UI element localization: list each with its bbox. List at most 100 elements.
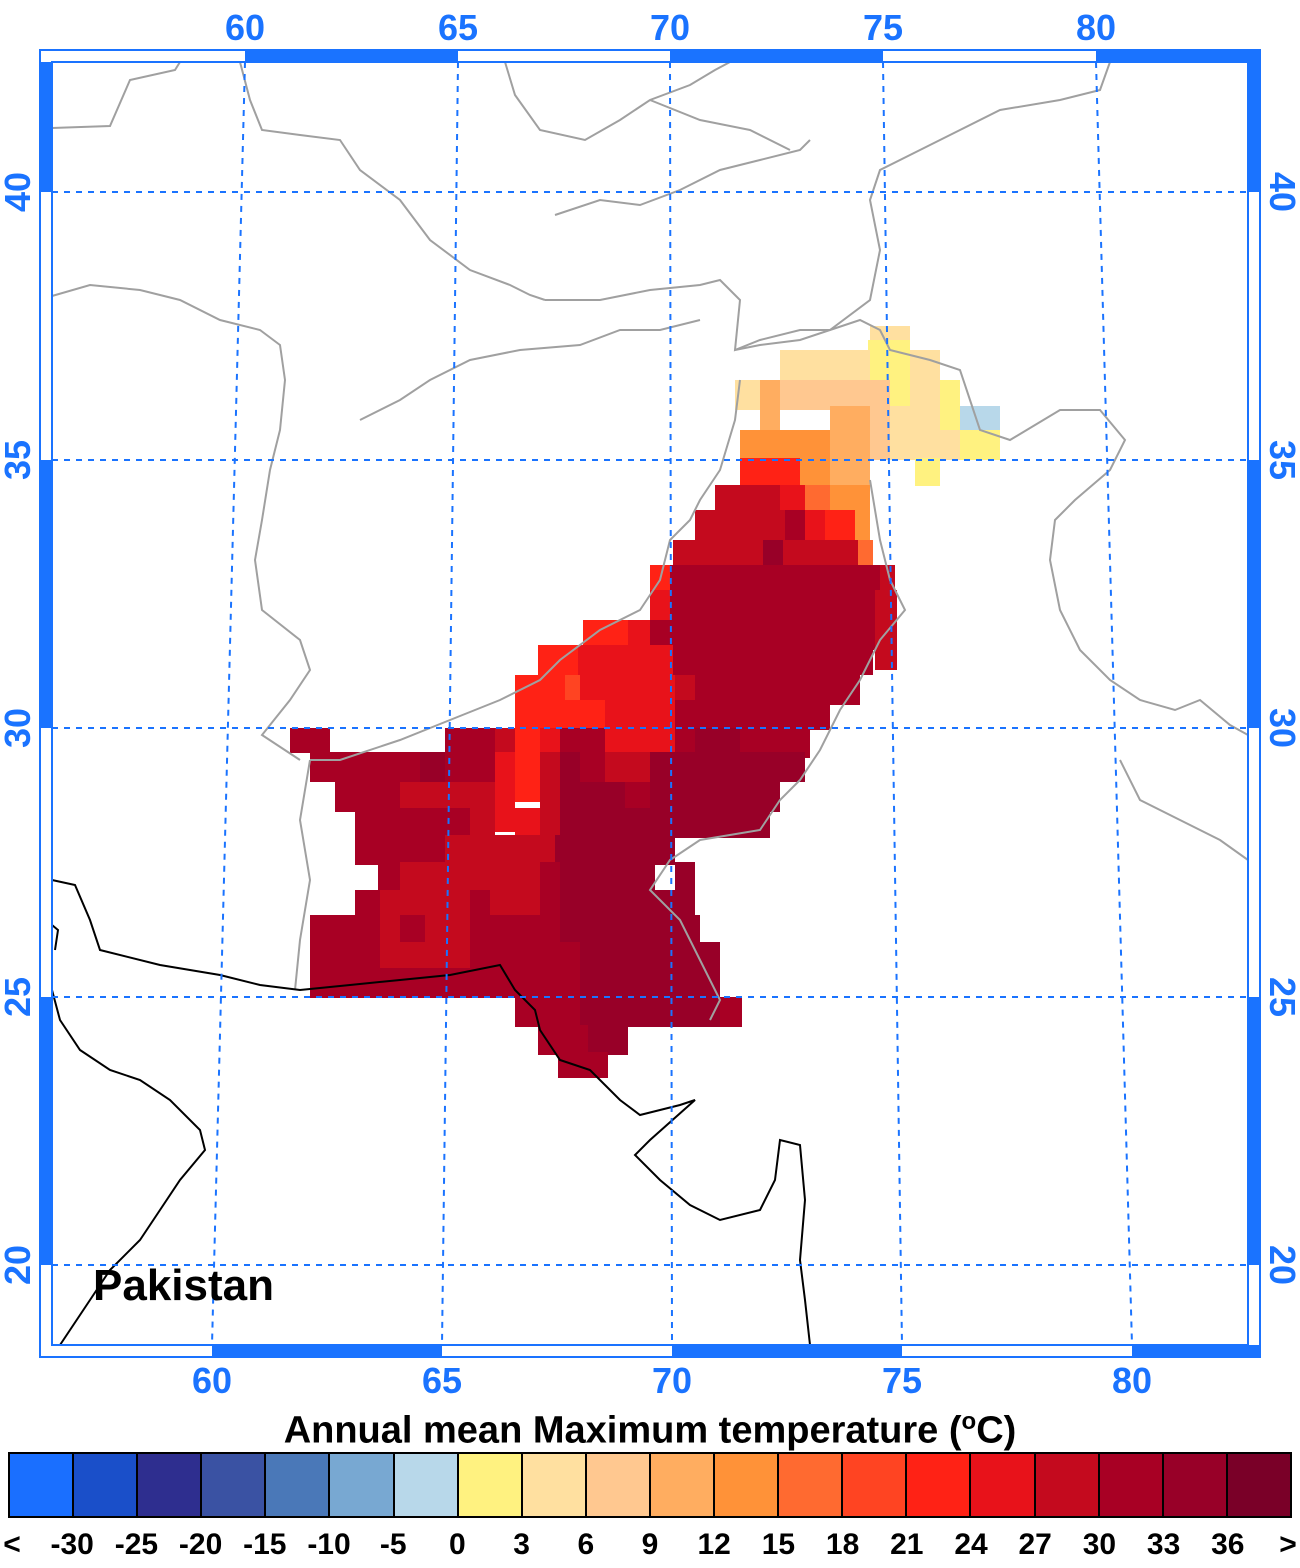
temperature-cell	[675, 700, 790, 730]
right-lat-label: 25	[1262, 977, 1300, 1017]
temperature-cell	[580, 942, 720, 972]
temperature-cell	[675, 862, 695, 892]
temperature-cell	[470, 915, 560, 945]
colorbar-tick-label: 24	[954, 1528, 988, 1561]
temperature-cell	[445, 835, 555, 865]
top-lon-label: 60	[225, 7, 265, 48]
temperature-cell	[558, 1052, 608, 1078]
map-title: Pakistan	[93, 1261, 274, 1310]
temperature-cell	[495, 782, 515, 832]
temperature-cell	[355, 835, 445, 865]
colorbar-swatch	[522, 1454, 587, 1516]
left-lat-label: 20	[0, 1245, 38, 1285]
temperature-cell	[470, 890, 490, 920]
colorbar-tick-label: -20	[178, 1528, 223, 1561]
temperature-cell	[670, 590, 875, 620]
temperature-cell	[310, 968, 470, 998]
temperature-cell	[580, 968, 720, 998]
temperature-cell	[560, 728, 580, 758]
temperature-cell	[628, 620, 653, 645]
temperature-cell	[650, 782, 780, 812]
temperature-cell	[740, 430, 760, 460]
temperature-cell	[890, 380, 910, 410]
temperature-cell	[290, 728, 330, 753]
temperature-cell	[380, 915, 400, 945]
colorbar-swatch	[907, 1454, 972, 1516]
temperature-cell	[858, 540, 873, 570]
colorbar-swatch	[1099, 1454, 1164, 1516]
colorbar-tick-label: 27	[1018, 1528, 1052, 1561]
colorbar-swatch	[330, 1454, 395, 1516]
temperature-cell	[555, 835, 675, 865]
temperature-cell	[875, 590, 897, 620]
temperature-cell	[830, 458, 870, 488]
coastline	[51, 879, 811, 1346]
temperature-cell	[470, 968, 580, 998]
temperature-cell	[515, 752, 540, 802]
temperature-cell	[825, 510, 855, 540]
temperature-cell	[910, 380, 940, 410]
top-lon-label: 70	[650, 7, 690, 48]
temperature-cell	[578, 645, 673, 675]
temperature-cell	[560, 862, 655, 892]
temperature-cell	[580, 752, 605, 782]
colorbar-swatch	[1163, 1454, 1228, 1516]
temperature-cell	[880, 565, 895, 595]
colorbar	[8, 1452, 1292, 1518]
temperature-cell	[310, 942, 380, 972]
country-borders	[51, 61, 1249, 1021]
temperature-cell	[830, 430, 870, 460]
colorbar-tick-label: 9	[641, 1528, 659, 1561]
left-lat-label: 25	[0, 977, 38, 1017]
top-lon-label: 80	[1076, 7, 1116, 48]
temperature-cell	[800, 458, 830, 488]
bottom-lon-label: 80	[1112, 1360, 1152, 1401]
bottom-lon-label: 65	[422, 1360, 462, 1401]
colorbar-tick-label: -5	[379, 1528, 407, 1561]
colorbar-tick-label: 33	[1146, 1528, 1181, 1561]
colorbar-tick-label: 3	[513, 1528, 530, 1561]
temperature-cell	[540, 752, 560, 782]
temperature-cell	[740, 458, 800, 488]
legend-title: Annual mean Maximum temperature (oC)	[283, 1408, 1017, 1452]
temperature-cell	[890, 430, 960, 460]
temperature-cell	[540, 890, 560, 920]
temperature-cell	[560, 782, 625, 812]
temperature-cell	[780, 350, 870, 380]
temperature-cell	[830, 380, 890, 410]
colorbar-swatch	[458, 1454, 523, 1516]
temperature-cell	[400, 862, 540, 892]
temperature-cell	[695, 510, 785, 540]
right-lat-label: 30	[1262, 708, 1300, 748]
temperature-cell	[605, 752, 650, 782]
temperature-cell	[515, 700, 605, 730]
temperature-cell	[310, 915, 380, 945]
temperature-cell	[650, 590, 670, 620]
colorbar-tick-label: 12	[697, 1528, 731, 1561]
temperature-cell	[310, 752, 420, 782]
temperature-cell	[495, 752, 515, 782]
temperature-cell	[875, 620, 897, 670]
colorbar-tick-label: 6	[577, 1528, 595, 1561]
top-lon-label: 75	[863, 7, 903, 48]
temperature-cell	[760, 380, 780, 430]
colorbar-swatch	[843, 1454, 908, 1516]
temperature-cell	[870, 406, 890, 436]
colorbar-swatch	[138, 1454, 203, 1516]
colorbar-tick-label: 18	[825, 1528, 860, 1561]
temperature-cell	[400, 915, 425, 945]
colorbar-tick-label: -30	[50, 1528, 94, 1561]
left-lat-label: 30	[0, 708, 38, 748]
temperature-cell	[540, 728, 560, 758]
colorbar-swatch	[715, 1454, 780, 1516]
temperature-cell	[445, 728, 495, 753]
colorbar-tick-label: 21	[890, 1528, 924, 1561]
temperature-cell	[560, 915, 700, 945]
temperature-cell	[940, 380, 960, 430]
bottom-longitude-labels: 60 65 70 75 80	[192, 1360, 1152, 1401]
temperature-cell	[445, 752, 495, 782]
temperature-cell	[400, 782, 495, 812]
temperature-cell	[763, 540, 783, 565]
right-lat-label: 20	[1262, 1245, 1300, 1285]
colorbar-swatch	[10, 1454, 75, 1516]
